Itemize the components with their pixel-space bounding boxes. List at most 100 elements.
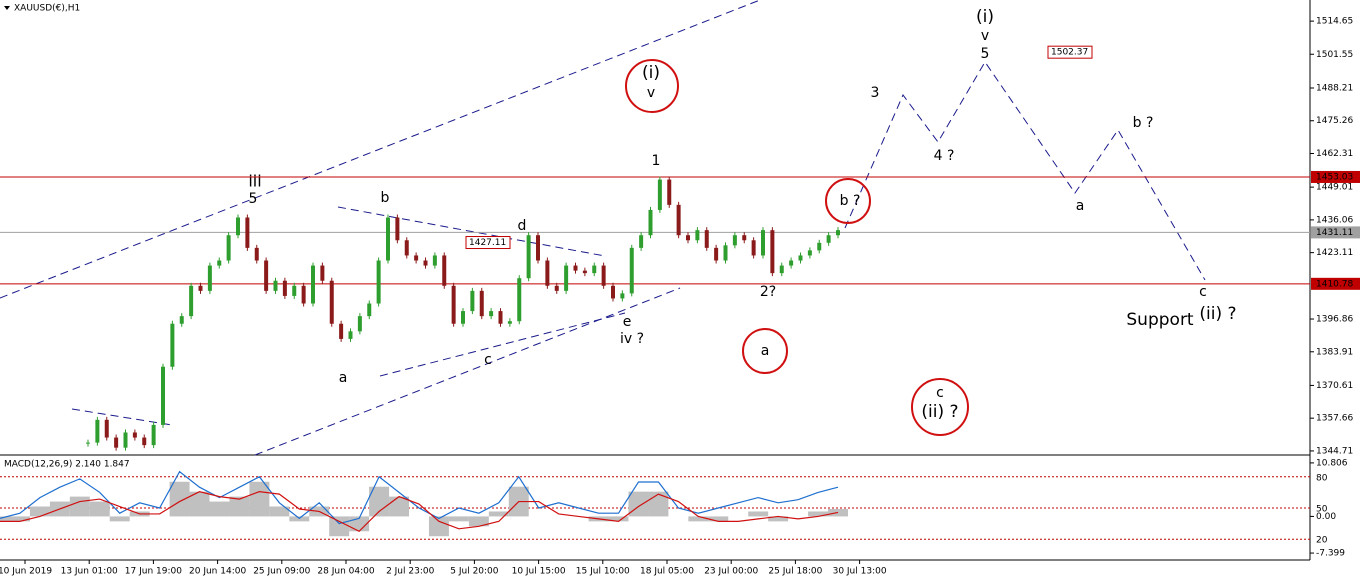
candle bbox=[723, 245, 728, 261]
x-tick-label: 25 Jun 09:00 bbox=[253, 567, 310, 577]
candle bbox=[751, 240, 756, 256]
price-tag bbox=[465, 236, 511, 250]
wave-label: iii bbox=[248, 172, 261, 191]
level-box bbox=[1311, 226, 1360, 239]
x-tick-label: 23 Jul 00:00 bbox=[704, 567, 758, 577]
wave-label: v bbox=[647, 85, 655, 101]
wave-lines bbox=[0, 0, 1206, 456]
wave-label: 5 bbox=[249, 191, 258, 207]
candle bbox=[639, 235, 644, 248]
y-tick-label: -7.399 bbox=[1316, 549, 1345, 559]
x-tick-label: 18 Jul 05:00 bbox=[640, 567, 694, 577]
candle bbox=[742, 235, 747, 241]
wave-label: 2? bbox=[760, 284, 776, 300]
chart-title: XAUUSD(€),H1 bbox=[14, 4, 80, 14]
macd-bar bbox=[648, 491, 669, 517]
candle bbox=[657, 179, 662, 210]
macd-bar bbox=[89, 501, 110, 517]
candle bbox=[311, 265, 315, 304]
wave-label: (i) bbox=[642, 63, 660, 83]
macd-bar bbox=[69, 496, 90, 517]
wave-label: a bbox=[1076, 198, 1085, 214]
x-tick-label: 13 Jun 01:00 bbox=[61, 567, 118, 577]
candle bbox=[461, 311, 465, 324]
macd-bar bbox=[249, 481, 270, 517]
wave-label: iv ? bbox=[620, 331, 644, 347]
candle bbox=[329, 280, 334, 324]
candle bbox=[395, 217, 400, 241]
oscillator-line bbox=[0, 470, 839, 525]
level-label: 1453.03 bbox=[1316, 172, 1353, 182]
macd-bar bbox=[189, 491, 210, 517]
y2-tick-label: 50 bbox=[1316, 505, 1328, 515]
y-tick-label: 1357.66 bbox=[1316, 414, 1353, 424]
wave-label: a bbox=[761, 343, 770, 359]
candle bbox=[573, 265, 578, 271]
candle bbox=[226, 235, 231, 261]
candle bbox=[826, 235, 831, 243]
wave-label: 5 bbox=[981, 46, 990, 62]
macd-bar bbox=[369, 486, 390, 517]
x-tick-label: 20 Jun 14:00 bbox=[189, 567, 246, 577]
candle bbox=[151, 424, 156, 446]
macd-bar bbox=[169, 481, 190, 517]
x-tick-label: 17 Jun 19:00 bbox=[125, 567, 182, 577]
candle bbox=[498, 311, 503, 324]
circles bbox=[625, 59, 969, 436]
candle bbox=[761, 230, 765, 256]
candle bbox=[123, 432, 128, 448]
candle bbox=[536, 235, 540, 261]
candle bbox=[451, 285, 456, 324]
candle bbox=[348, 331, 353, 339]
candle bbox=[414, 255, 419, 261]
circle bbox=[911, 378, 969, 436]
candle bbox=[732, 235, 737, 246]
macd-bar bbox=[0, 516, 10, 522]
y-tick-label: 0.00 bbox=[1316, 512, 1336, 522]
projection-path bbox=[844, 61, 1206, 281]
candle bbox=[95, 419, 100, 443]
menu-arrow bbox=[4, 6, 10, 10]
y-tick-label: 1370.61 bbox=[1316, 381, 1353, 391]
candle bbox=[179, 316, 184, 324]
circle bbox=[742, 328, 788, 374]
y-tick-label: 1475.26 bbox=[1316, 116, 1353, 126]
candle bbox=[564, 265, 569, 291]
candle bbox=[592, 265, 597, 274]
candle bbox=[695, 230, 700, 241]
x-tick-label: 5 Jul 20:00 bbox=[450, 567, 499, 577]
macd-bar bbox=[389, 496, 410, 517]
wave-label: (i) bbox=[976, 7, 994, 27]
macd-bar bbox=[608, 516, 629, 522]
channel-line bbox=[254, 287, 681, 456]
trend-line bbox=[337, 206, 606, 257]
x-tick-label: 30 Jul 13:00 bbox=[833, 567, 887, 577]
y-tick-label: 1344.71 bbox=[1316, 446, 1353, 456]
candle bbox=[770, 230, 775, 274]
candle bbox=[517, 278, 522, 322]
candle bbox=[620, 293, 625, 299]
x-tick-label: 10 Jul 15:00 bbox=[512, 567, 566, 577]
candle bbox=[357, 316, 362, 332]
candle bbox=[245, 217, 250, 248]
level-label: 1410.78 bbox=[1316, 279, 1353, 289]
level-box bbox=[1311, 277, 1360, 290]
candle bbox=[104, 419, 109, 438]
wave-label: Support bbox=[1126, 310, 1194, 330]
channel-line bbox=[0, 0, 761, 299]
candle bbox=[554, 285, 559, 291]
candle bbox=[320, 265, 325, 281]
candle bbox=[254, 247, 259, 261]
candle bbox=[264, 260, 269, 291]
candle bbox=[779, 265, 784, 274]
y-tick-label: 1514.65 bbox=[1316, 17, 1353, 27]
candle bbox=[189, 285, 194, 317]
macd-bar bbox=[29, 506, 50, 517]
macd-bar bbox=[9, 516, 30, 522]
wave-label: e bbox=[623, 314, 632, 330]
candle bbox=[339, 323, 344, 339]
candle bbox=[161, 366, 165, 425]
macd-bar bbox=[448, 516, 469, 522]
